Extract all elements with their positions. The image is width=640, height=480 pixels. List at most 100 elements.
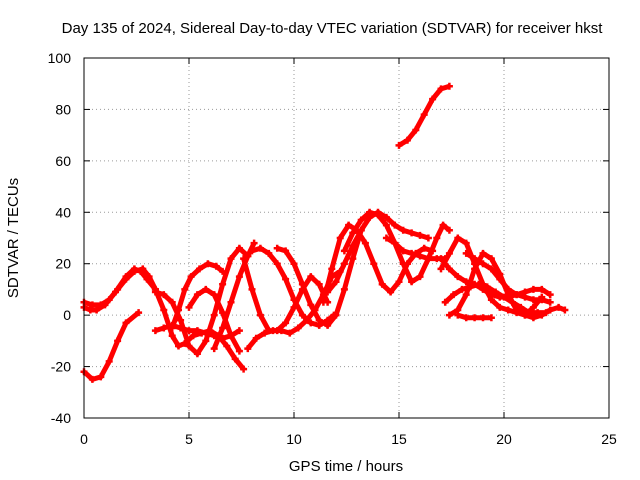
- x-axis-label: GPS time / hours: [289, 458, 403, 475]
- data-point: [479, 260, 487, 268]
- data-point: [219, 324, 227, 332]
- data-point: [139, 265, 147, 273]
- data-point: [439, 221, 447, 229]
- data-point: [420, 244, 428, 252]
- data-point: [315, 280, 323, 288]
- data-point: [282, 319, 290, 327]
- data-point: [122, 319, 130, 327]
- data-point: [122, 275, 130, 283]
- data-point: [437, 85, 445, 93]
- data-point: [454, 234, 462, 242]
- data-point: [437, 255, 445, 263]
- data-point: [187, 273, 195, 281]
- data-point: [240, 255, 248, 263]
- data-point: [97, 301, 105, 309]
- data-point: [185, 303, 193, 311]
- data-point: [462, 249, 470, 257]
- data-point: [487, 265, 495, 273]
- data-point: [529, 285, 537, 293]
- data-point: [210, 311, 218, 319]
- y-tick-label: 40: [55, 204, 71, 220]
- x-tick-label: 10: [286, 431, 302, 447]
- data-point: [219, 267, 227, 275]
- data-point: [88, 375, 96, 383]
- data-point: [416, 231, 424, 239]
- data-point: [298, 311, 306, 319]
- data-point: [193, 327, 201, 335]
- data-point: [97, 373, 105, 381]
- data-point: [412, 126, 420, 134]
- data-point: [437, 265, 445, 273]
- data-point: [513, 291, 521, 299]
- data-point: [298, 280, 306, 288]
- data-point: [282, 247, 290, 255]
- data-point: [294, 324, 302, 332]
- data-point: [336, 234, 344, 242]
- data-point: [462, 314, 470, 322]
- data-point: [424, 234, 432, 242]
- data-point: [538, 296, 546, 304]
- data-point: [492, 288, 500, 296]
- data-point: [399, 226, 407, 234]
- data-point: [395, 141, 403, 149]
- data-point: [202, 337, 210, 345]
- x-tick-label: 20: [496, 431, 512, 447]
- data-point: [445, 265, 453, 273]
- data-point: [210, 291, 218, 299]
- data-point: [185, 342, 193, 350]
- data-point: [357, 226, 365, 234]
- data-point: [403, 136, 411, 144]
- data-point: [328, 265, 336, 273]
- data-point: [227, 332, 235, 340]
- data-point: [420, 111, 428, 119]
- data-point: [269, 327, 277, 335]
- data-point: [193, 350, 201, 358]
- data-point: [286, 329, 294, 337]
- data-point: [168, 321, 176, 329]
- data-point: [261, 329, 269, 337]
- data-point: [445, 226, 453, 234]
- data-point: [529, 296, 537, 304]
- data-point: [235, 244, 243, 252]
- data-point: [231, 355, 239, 363]
- data-point: [555, 303, 563, 311]
- data-point: [387, 288, 395, 296]
- data-point: [458, 285, 466, 293]
- data-point: [513, 309, 521, 317]
- data-point: [382, 234, 390, 242]
- x-tick-label: 15: [391, 431, 407, 447]
- data-point: [193, 291, 201, 299]
- data-point: [416, 252, 424, 260]
- data-point: [424, 255, 432, 263]
- data-point: [307, 319, 315, 327]
- data-point: [529, 314, 537, 322]
- data-point: [177, 316, 185, 324]
- data-point: [546, 306, 554, 314]
- data-point: [196, 265, 203, 273]
- data-point: [546, 291, 554, 299]
- data-point: [433, 234, 441, 242]
- data-point: [395, 278, 403, 286]
- data-point: [235, 327, 243, 335]
- grid: [84, 58, 609, 418]
- data-point: [319, 298, 327, 306]
- data-point: [487, 255, 495, 263]
- data-point: [160, 306, 168, 314]
- data-point: [273, 244, 281, 252]
- data-point: [160, 324, 168, 332]
- data-point: [454, 273, 462, 281]
- data-point: [340, 247, 348, 255]
- data-point: [361, 239, 369, 247]
- data-point: [290, 260, 298, 268]
- data-point: [244, 345, 252, 353]
- data-point: [382, 221, 390, 229]
- data-point: [454, 311, 462, 319]
- series-sat-m: [342, 209, 451, 285]
- data-point: [332, 278, 340, 286]
- data-point: [479, 280, 487, 288]
- data-point: [496, 303, 504, 311]
- data-point: [185, 327, 193, 335]
- y-tick-label: 100: [48, 50, 72, 66]
- data-point: [307, 301, 315, 309]
- data-point: [227, 255, 235, 263]
